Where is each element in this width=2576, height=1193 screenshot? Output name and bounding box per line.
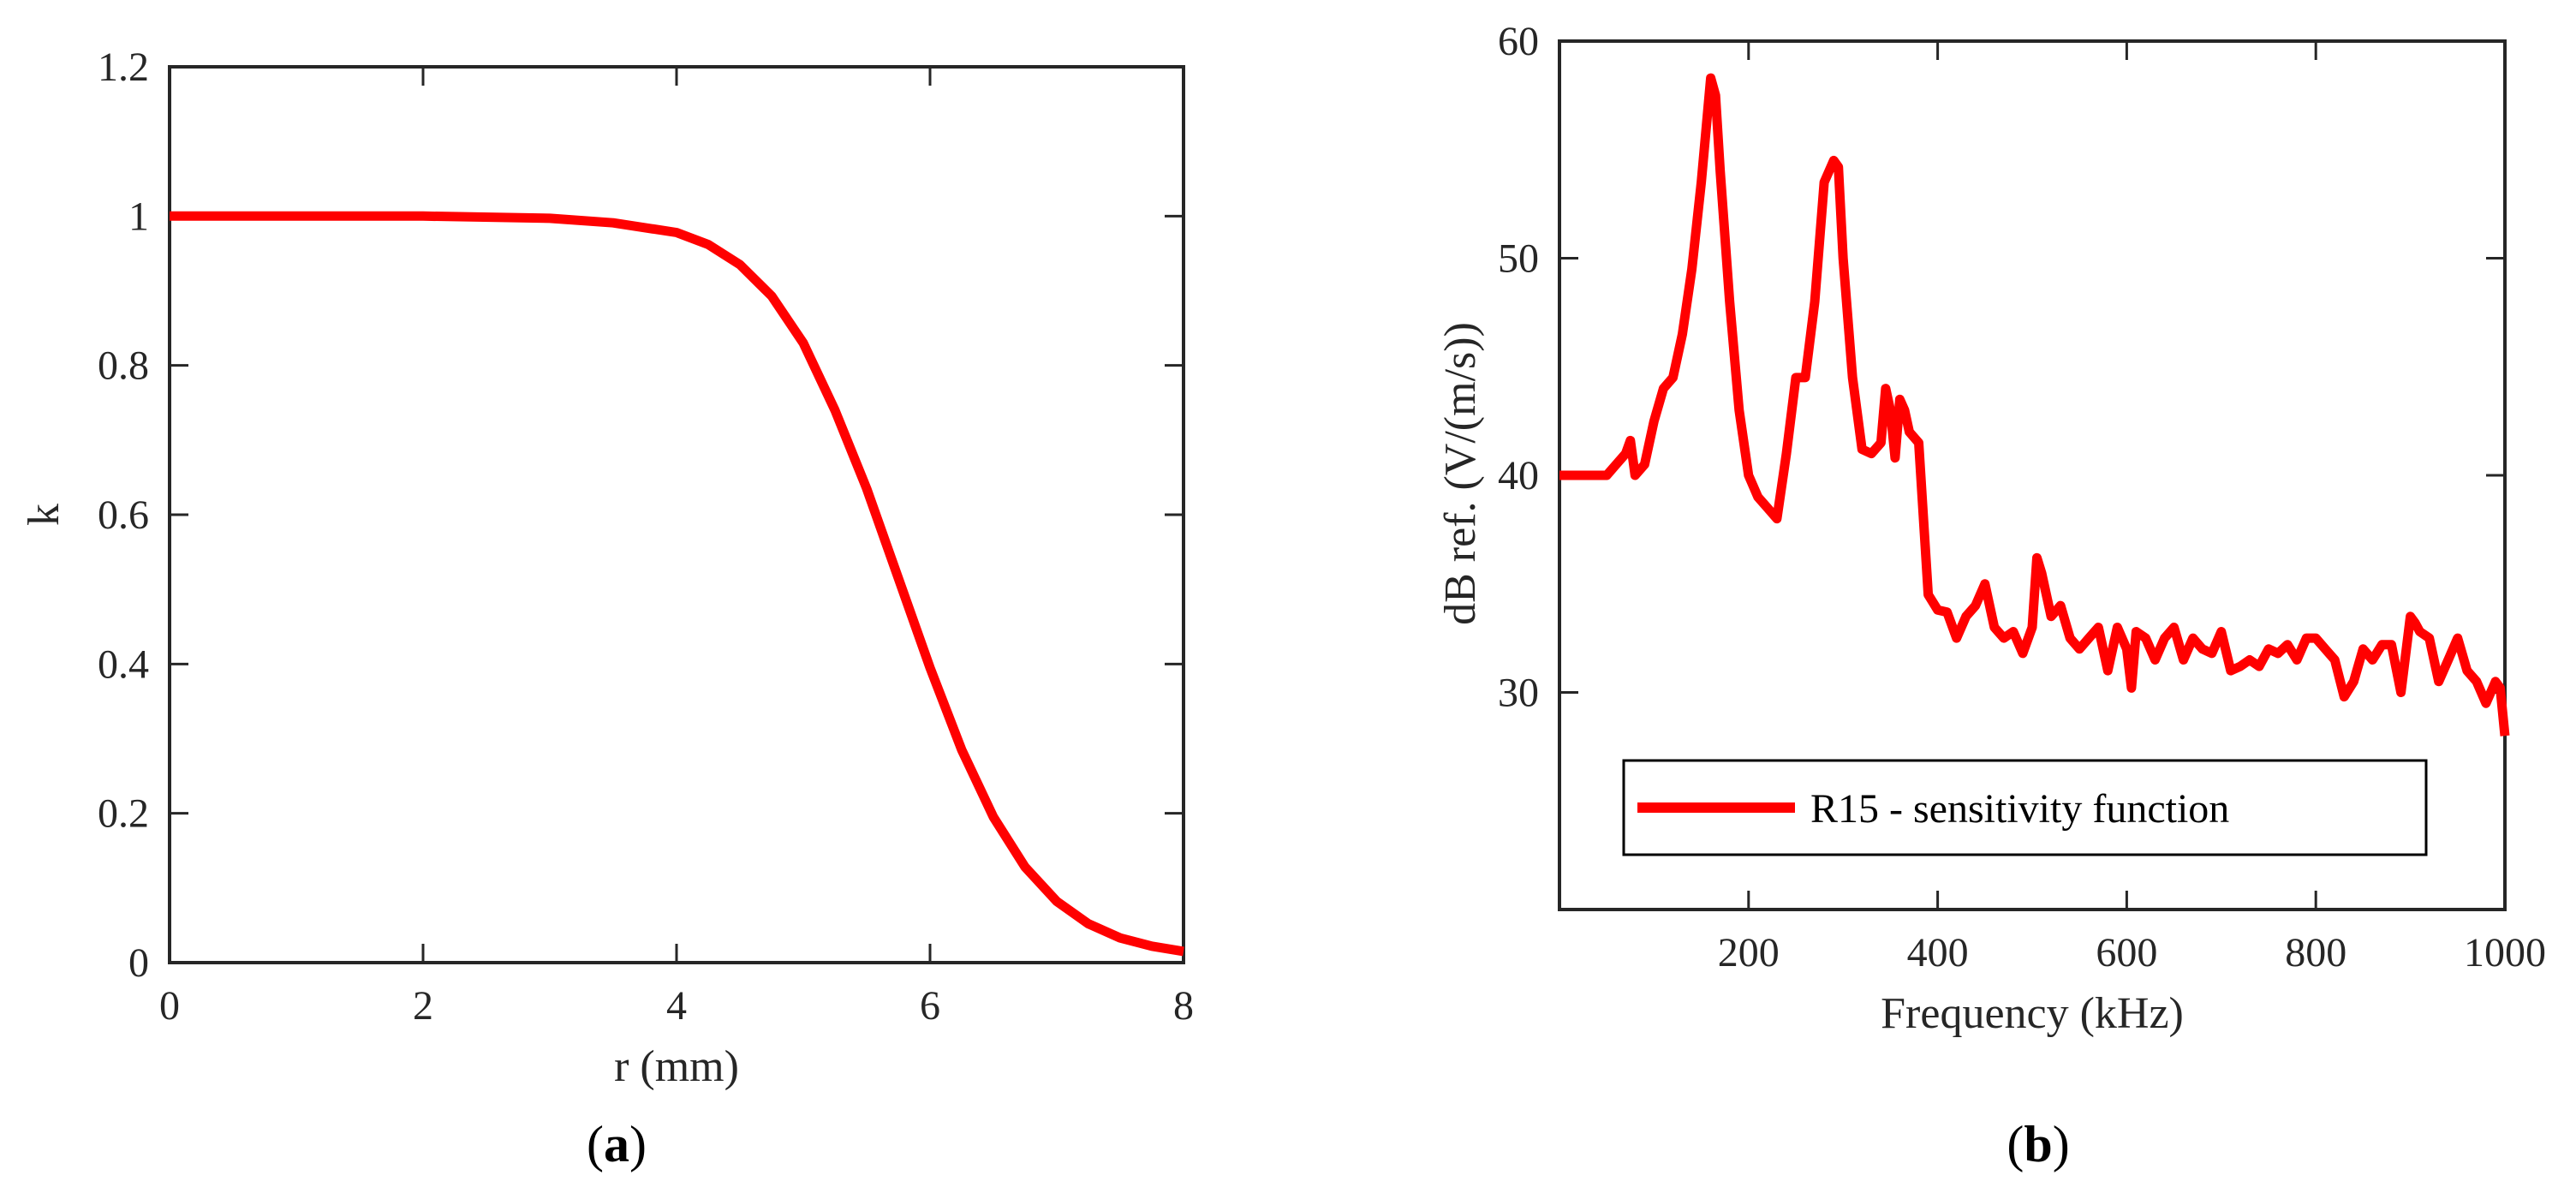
chart-a-series	[170, 211, 1184, 957]
chart-b-x-tick-label: 200	[1718, 930, 1780, 975]
chart-b-series-line	[1559, 73, 2510, 737]
chart-a-y-tick-label: 0	[128, 940, 149, 986]
chart-a-y-tick-label: 0.4	[98, 641, 149, 687]
chart-b-x-tick-label: 600	[2096, 930, 2157, 975]
chart-a-series-line	[170, 211, 1184, 957]
chart-b-ticks: 200 400 600 800 1000 30 40 50 60	[1498, 19, 2546, 975]
chart-a: 0 2 4 6 8 0 0.2 0.4 0.6 0.8 1 1.2 r (mm) k (a)	[20, 45, 1194, 1172]
chart-b-x-axis-label: Frequency (kHz)	[1881, 989, 2184, 1038]
chart-b-legend: R15 - sensitivity function	[1622, 759, 2428, 856]
chart-a-y-tick-label: 1.2	[98, 45, 149, 90]
chart-b-series	[1559, 73, 2510, 737]
chart-a-x-tick-label: 0	[159, 983, 180, 1029]
chart-a-x-axis-label: r (mm)	[614, 1042, 739, 1091]
chart-a-x-tick-label: 4	[666, 983, 687, 1029]
chart-b-x-tick-label: 1000	[2464, 930, 2546, 975]
chart-b: 200 400 600 800 1000 30 40 50 60 R15 - sensitivi…	[1436, 19, 2546, 1172]
chart-a-y-tick-label: 0.2	[98, 791, 149, 837]
chart-b-x-tick-label: 800	[2285, 930, 2346, 975]
chart-b-y-tick-label: 60	[1498, 19, 1539, 64]
chart-a-plot-area	[168, 65, 1185, 964]
chart-a-panel-label: (a)	[587, 1116, 647, 1172]
chart-a-y-tick-label: 0.6	[98, 492, 149, 538]
chart-b-panel-label: (b)	[2007, 1116, 2069, 1172]
chart-b-y-tick-label: 30	[1498, 671, 1539, 716]
chart-a-x-tick-label: 2	[413, 983, 433, 1029]
chart-b-y-axis-label: dB ref. (V/(m/s))	[1436, 322, 1485, 625]
chart-b-x-tick-label: 400	[1907, 930, 1969, 975]
chart-a-y-axis-label: k	[20, 504, 69, 526]
chart-a-y-tick-label: 1	[128, 194, 149, 239]
chart-a-y-tick-label: 0.8	[98, 343, 149, 389]
legend-entry-label: R15 - sensitivity function	[1810, 786, 2229, 832]
chart-b-y-tick-label: 40	[1498, 453, 1539, 498]
chart-a-x-tick-label: 8	[1173, 983, 1194, 1029]
chart-b-y-tick-label: 50	[1498, 236, 1539, 282]
chart-a-ticks: 0 2 4 6 8 0 0.2 0.4 0.6 0.8 1 1.2	[98, 45, 1194, 1029]
chart-a-x-tick-label: 6	[920, 983, 940, 1029]
